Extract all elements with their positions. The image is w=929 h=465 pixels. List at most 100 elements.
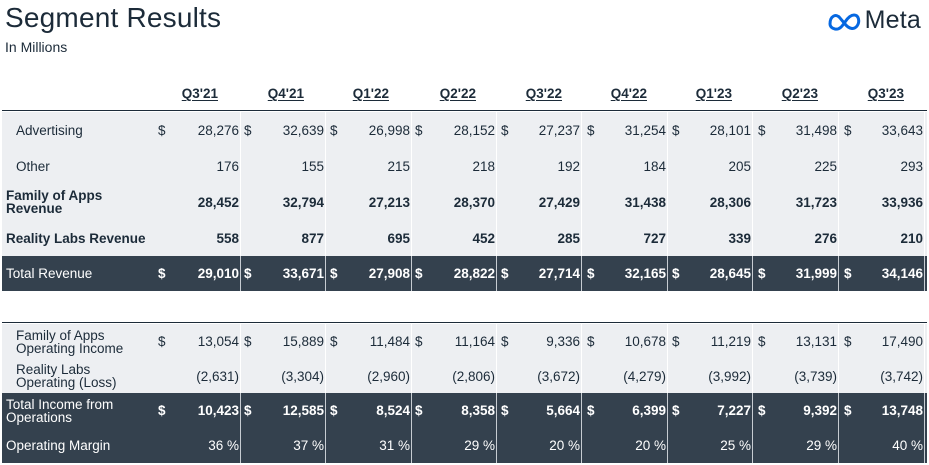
table-cell: 37 %	[293, 438, 324, 453]
table-cell: 36 %	[208, 438, 239, 453]
table-row-other: Other 176 155 215 218 192 184 205 225 293	[2, 148, 927, 184]
table-cell: 184	[643, 158, 666, 174]
table-cell: 31 %	[379, 438, 410, 453]
currency-symbol: $	[844, 334, 852, 349]
column-divider	[325, 359, 326, 393]
table-cell: 11,484	[369, 334, 410, 349]
column-divider	[924, 148, 925, 184]
column-divider	[667, 148, 668, 184]
column-divider	[752, 256, 753, 291]
table-cell: 28,822	[453, 266, 495, 281]
currency-symbol: $	[758, 122, 766, 138]
column-divider	[838, 184, 839, 220]
currency-symbol: $	[501, 403, 509, 418]
currency-symbol: $	[244, 334, 252, 349]
table-cell: 28,306	[709, 194, 751, 210]
table-cell: 28,152	[453, 122, 495, 138]
table-cell: 27,429	[538, 194, 580, 210]
column-divider	[240, 393, 241, 428]
column-divider	[496, 359, 497, 393]
column-divider	[240, 359, 241, 393]
currency-symbol: $	[244, 266, 252, 281]
column-divider	[325, 184, 326, 220]
column-divider	[496, 112, 497, 148]
currency-symbol: $	[672, 334, 680, 349]
currency-symbol: $	[244, 403, 252, 418]
table-cell: 17,490	[881, 334, 923, 349]
column-divider	[924, 256, 925, 291]
currency-symbol: $	[758, 403, 766, 418]
currency-symbol: $	[158, 122, 166, 138]
table-cell: (2,960)	[367, 368, 410, 384]
column-divider	[325, 393, 326, 428]
table-cell: 31,438	[624, 194, 666, 210]
column-divider	[411, 324, 412, 359]
table-cell: 34,146	[881, 266, 923, 281]
currency-symbol: $	[158, 403, 166, 418]
currency-symbol: $	[330, 122, 338, 138]
table-cell: 9,336	[546, 334, 580, 349]
column-header-8: Q3'23	[867, 86, 904, 101]
table-cell: 31,254	[624, 122, 666, 138]
column-divider	[924, 220, 925, 256]
column-divider	[581, 256, 582, 291]
column-divider	[325, 220, 326, 256]
column-divider	[838, 148, 839, 184]
table-cell: 8,358	[461, 403, 495, 418]
column-divider	[240, 256, 241, 291]
table-cell: 27,908	[368, 266, 410, 281]
currency-symbol: $	[501, 122, 509, 138]
column-header-2: Q1'22	[352, 86, 389, 101]
table-cell: 20 %	[635, 438, 666, 453]
row-label: Reality Labs Operating (Loss)	[16, 362, 117, 390]
table-row-foa-revenue: Family of Apps Revenue 28,452 32,794 27,213…	[2, 184, 927, 220]
section-rule	[2, 322, 927, 323]
table-cell: (4,279)	[623, 368, 666, 384]
column-divider	[496, 393, 497, 428]
table-cell: 27,237	[538, 122, 580, 138]
column-divider	[411, 148, 412, 184]
meta-logo: Meta	[827, 6, 921, 35]
row-label: Total Income from Operations	[6, 396, 114, 425]
table-cell: (3,739)	[794, 368, 837, 384]
column-header-5: Q4'22	[610, 86, 647, 101]
column-divider	[325, 148, 326, 184]
column-divider	[240, 112, 241, 148]
column-divider	[838, 428, 839, 463]
currency-symbol: $	[330, 266, 338, 281]
currency-symbol: $	[330, 334, 338, 349]
column-header-7: Q2'23	[781, 86, 818, 101]
table-cell: 176	[216, 158, 239, 174]
table-row-total-revenue: Total Revenue $29,010 $33,671 $27,908 $28,82…	[2, 256, 927, 291]
column-divider	[411, 393, 412, 428]
table-cell: 192	[557, 158, 580, 174]
column-divider	[924, 393, 925, 428]
table-cell: 452	[472, 230, 495, 246]
table-cell: (3,672)	[537, 368, 580, 384]
currency-symbol: $	[587, 266, 595, 281]
page-subtitle: In Millions	[5, 39, 68, 55]
currency-symbol: $	[415, 122, 423, 138]
table-cell: 877	[301, 230, 324, 246]
currency-symbol: $	[415, 266, 423, 281]
table-cell: 6,399	[632, 403, 666, 418]
currency-symbol: $	[672, 403, 680, 418]
column-divider	[838, 220, 839, 256]
column-divider	[325, 324, 326, 359]
currency-symbol: $	[758, 334, 766, 349]
table-cell: 7,227	[717, 403, 751, 418]
page-title: Segment Results	[5, 2, 222, 33]
column-divider	[838, 112, 839, 148]
table-row-rl-revenue: Reality Labs Revenue 558 877 695 452 285 727 33…	[2, 220, 927, 256]
column-divider	[581, 148, 582, 184]
table-cell: 10,678	[624, 334, 666, 349]
column-divider	[752, 324, 753, 359]
column-divider	[752, 148, 753, 184]
table-cell: 28,101	[709, 122, 751, 138]
row-label: Advertising	[16, 122, 83, 138]
table-cell: 40 %	[892, 438, 923, 453]
currency-symbol: $	[587, 122, 595, 138]
table-cell: 27,714	[538, 266, 580, 281]
currency-symbol: $	[587, 403, 595, 418]
column-divider	[667, 184, 668, 220]
